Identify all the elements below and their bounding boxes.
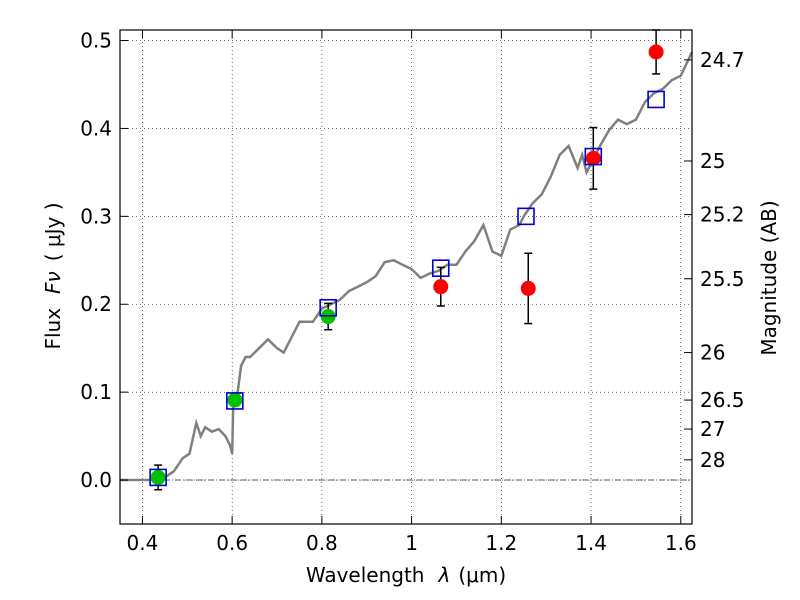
y-tick-label: 0.2	[80, 292, 112, 316]
green-data-point	[227, 392, 243, 408]
y-tick-label: 0.5	[80, 29, 112, 53]
blue-square-point	[149, 468, 167, 487]
blue-square-point	[226, 392, 244, 410]
x-axis-ticks: 0.4 0.6 0.8 1 1.2 1.4 1.6	[127, 30, 697, 555]
x-tick-label: 1.6	[665, 531, 697, 555]
x-tick-label: 1.2	[485, 531, 517, 555]
x-tick-label: 0.8	[306, 531, 338, 555]
y2-tick-label: 26.5	[700, 388, 745, 412]
y2-tick-label: 24.7	[700, 48, 745, 72]
x-tick-label: 1	[405, 531, 418, 555]
plot-frame	[119, 29, 693, 525]
blue-square-point	[517, 207, 535, 226]
error-bars	[154, 29, 661, 491]
y2-tick-label: 25.2	[700, 203, 745, 227]
red-data-point	[585, 150, 601, 166]
y-tick-label: 0.3	[80, 204, 112, 228]
blue-square-point	[319, 298, 337, 317]
y2-tick-label: 25.5	[700, 267, 745, 291]
model-spectrum-line	[120, 51, 694, 482]
blue-square-point	[584, 147, 603, 166]
y-tick-label: 0.1	[80, 380, 112, 404]
y2-tick-label: 26	[700, 341, 725, 365]
y2-axis-ticks: 24.7 25 25.2 25.5 26 26.5 27 28	[684, 48, 745, 472]
y2-tick-label: 27	[700, 417, 725, 441]
y-tick-label: 0.4	[80, 116, 112, 140]
green-data-point	[150, 469, 166, 485]
y-axis-label: FluxFν( μJy )	[41, 202, 65, 349]
red-data-point	[433, 279, 449, 295]
blue-square-point	[647, 90, 665, 109]
x-tick-label: 0.4	[127, 531, 159, 555]
x-tick-label: 1.4	[575, 531, 607, 555]
grid	[120, 30, 692, 524]
y-axis-ticks: 0.0 0.1 0.2 0.3 0.4 0.5	[80, 29, 128, 492]
y2-tick-label: 28	[700, 448, 725, 472]
y-tick-label: 0.0	[80, 468, 112, 492]
red-data-point	[520, 280, 536, 296]
red-data-point	[648, 44, 664, 60]
blue-square-point	[431, 259, 450, 278]
data-markers	[149, 44, 665, 487]
y2-tick-label: 25	[700, 149, 725, 173]
y2-axis-label: Magnitude (AB)	[757, 200, 781, 355]
x-tick-label: 0.6	[216, 531, 248, 555]
x-axis-label: Wavelength λ (μm)	[306, 563, 506, 587]
